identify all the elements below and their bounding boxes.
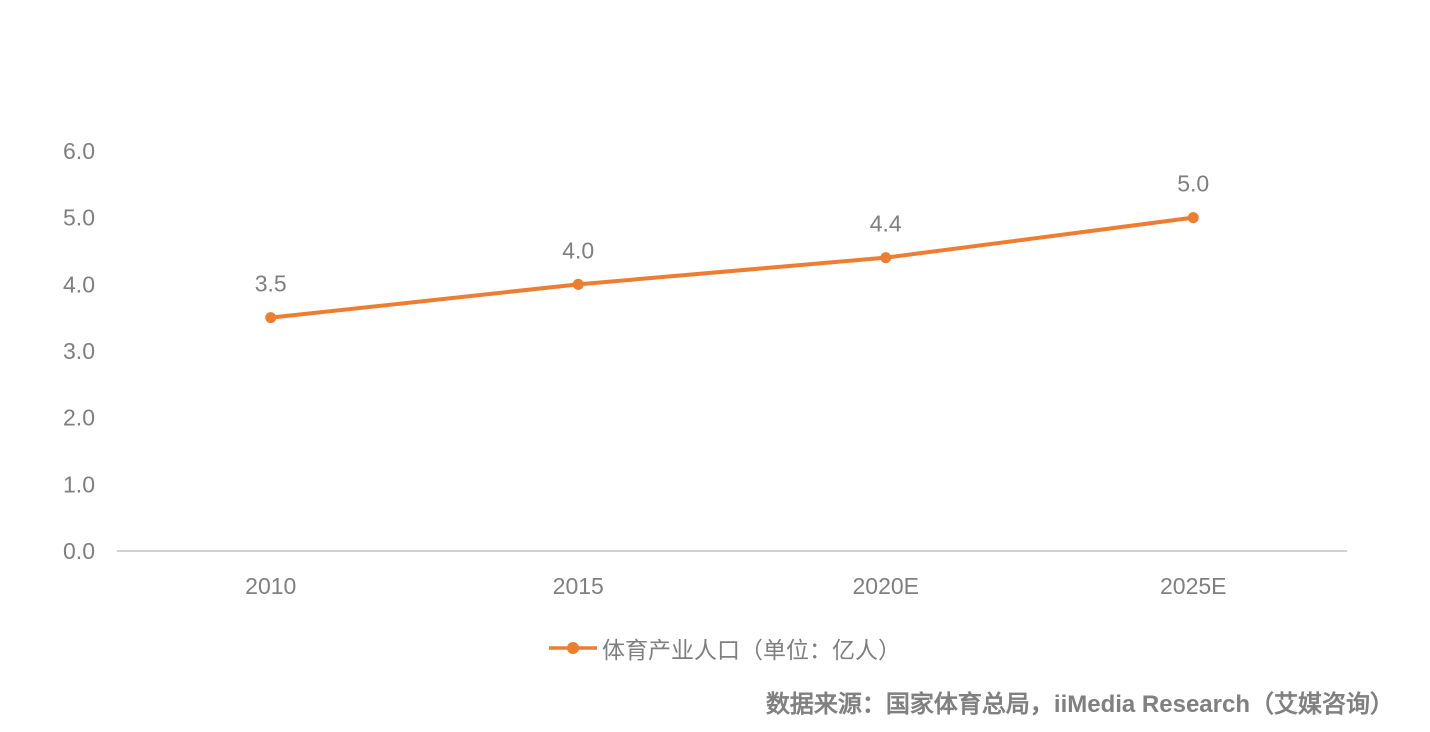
y-tick-label: 3.0: [63, 338, 95, 364]
y-tick-label: 4.0: [63, 271, 95, 297]
data-point-label: 3.5: [255, 271, 287, 297]
x-tick-label: 2020E: [852, 573, 919, 599]
data-point-marker: [265, 312, 277, 324]
data-point-label: 4.0: [562, 237, 594, 263]
y-tick-label: 0.0: [63, 538, 95, 564]
x-tick-label: 2015: [553, 573, 604, 599]
data-point-marker: [1187, 212, 1199, 224]
legend-line-marker: [549, 642, 597, 654]
data-point-marker: [880, 252, 892, 264]
y-tick-label: 2.0: [63, 405, 95, 431]
y-tick-label: 5.0: [63, 205, 95, 231]
x-tick-label: 2025E: [1160, 573, 1227, 599]
series-line: [268, 215, 1196, 320]
data-point-label: 5.0: [1177, 171, 1209, 197]
legend: 体育产业人口（单位：亿人）: [549, 633, 901, 663]
y-tick-label: 1.0: [63, 471, 95, 497]
legend-series-label: 体育产业人口（单位：亿人）: [602, 637, 901, 663]
source-note: 数据来源：国家体育总局，iiMedia Research（艾媒咨询）: [765, 691, 1394, 718]
y-tick-label: 6.0: [63, 138, 95, 164]
data-point-label: 4.4: [870, 211, 902, 237]
data-point-marker: [572, 278, 584, 290]
line-chart-plot: 0.0 1.0 2.0 3.0 4.0 5.0 6.0 2010 2015 2020E 2025E 3…: [63, 138, 1347, 599]
x-tick-label: 2010: [245, 573, 296, 599]
